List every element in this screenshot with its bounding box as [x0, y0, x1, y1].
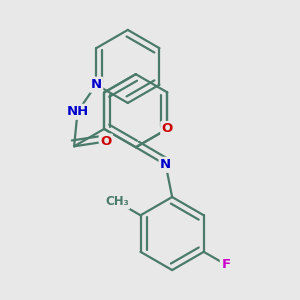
- Text: NH: NH: [66, 105, 89, 118]
- Text: O: O: [162, 122, 173, 136]
- Text: F: F: [221, 258, 230, 271]
- Text: N: N: [160, 158, 171, 171]
- Text: O: O: [100, 135, 112, 148]
- Text: N: N: [91, 78, 102, 91]
- Text: CH₃: CH₃: [105, 195, 129, 208]
